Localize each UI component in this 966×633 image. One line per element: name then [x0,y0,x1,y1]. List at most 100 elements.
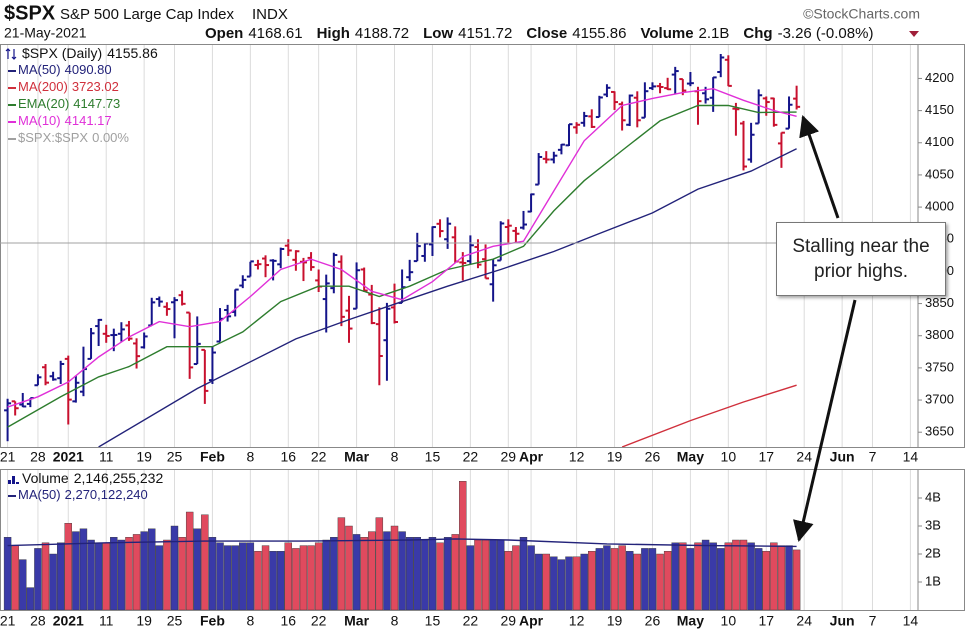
volume-bar [610,548,619,610]
annotation-arrows [793,115,857,543]
stat-value: 4155.86 [572,25,626,42]
volume-bar [633,553,641,610]
legend-title: Volume 2,146,255,232 [22,470,163,486]
volume-bar [542,553,550,610]
y-tick-label: 3750 [925,359,954,374]
x-tick-label: 26 [645,613,661,629]
legend-icon [12,476,15,484]
volume-bar [3,537,12,610]
date: 21-May-2021 [4,25,87,41]
volume-bar [277,551,285,610]
x-tick-label: Apr [519,613,544,629]
volume-bar [163,539,171,610]
legend-value: 4155.86 [107,45,158,61]
volume-bar [717,548,725,610]
volume-bar [11,545,19,610]
x-tick-label: 10 [721,613,737,629]
volume-bar [216,542,224,610]
volume-bar [125,537,133,610]
volume-bar [322,539,330,610]
legend-label: Volume [22,470,69,486]
x-tick-label: 29 [501,613,517,629]
volume-bar [314,542,323,610]
volume-bar [459,481,467,610]
legend-entry: MA(50) 4090.80 [18,62,112,77]
stat-label: Close [526,25,567,42]
y-tick-label: 4B [925,489,941,504]
volume-bar [519,537,528,610]
x-tick-label: 7 [869,449,877,465]
volume-bar [550,556,558,610]
legend-label: MA(10) [18,113,61,128]
volume-bar [762,551,770,610]
volume-bar [330,537,338,610]
volume-bar [102,542,110,610]
x-tick-label: 19 [607,449,623,465]
x-tick-label: Apr [519,449,544,465]
volume-bar [352,534,361,610]
symbol: $SPX [4,2,56,24]
volume-bar [413,537,421,610]
volume-bar [595,548,604,610]
volume-bar [732,539,740,610]
volume-bar [87,539,95,610]
volume-bar [390,525,399,610]
volume-bar [428,537,437,610]
volume-bar [648,548,657,610]
volume-bar [436,542,444,610]
volume-bar [148,528,156,610]
x-tick-label: 16 [281,449,297,465]
legend-label: $SPX (Daily) [22,45,102,61]
y-tick-label: 2B [925,545,941,560]
legend-label: MA(200) [18,79,68,94]
x-tick-label: 12 [569,449,585,465]
plot [0,54,918,447]
x-tick-label: 25 [167,613,183,629]
y-tick-label: 1B [925,573,941,588]
x-tick-label: Mar [344,449,369,465]
volume-bar [337,517,346,610]
y-tick-label: 3850 [925,295,954,310]
down-arrow [909,31,919,37]
volume-bar [223,545,232,610]
volume-bar [170,525,179,610]
volume-bar [534,553,543,610]
x-tick-label: 10 [721,449,737,465]
volume-bar [466,545,475,610]
x-tick-label: May [677,449,704,465]
legend-entry: MA(10) 4141.17 [18,113,112,128]
volume-bar [694,542,702,610]
plot [3,481,801,610]
volume-bar [383,531,391,610]
stat-value: 4188.72 [355,25,409,42]
volume-bar [360,537,368,610]
volume-bar [345,525,353,610]
volume-bar [747,542,755,610]
volume-bar [504,551,513,610]
volume-bar [474,539,482,610]
volume-bar [49,553,57,610]
volume-bar [284,542,292,610]
volume-bar [64,523,72,610]
x-tick-label: 8 [246,449,254,465]
overlay-line [7,87,797,408]
x-tick-label: Mar [344,613,369,629]
stat-label: Volume [640,25,693,42]
volume-bar [231,545,239,610]
legend-title: $SPX (Daily) 4155.86 [22,45,158,61]
stat-label: Low [423,25,453,42]
x-tick-label: 22 [311,449,327,465]
legend-value: 4147.73 [73,96,120,111]
index-name: S&P 500 Large Cap Index [60,6,235,23]
x-tick-label: 28 [30,613,46,629]
stats: Open 4168.61 High 4188.72 Low 4151.72 Close 415… [205,25,873,42]
volume-bar [110,537,118,610]
x-tick-label: 11 [99,613,114,629]
y-tick-label: 3800 [925,327,954,342]
legend-value: 2,146,255,232 [74,470,164,486]
x-tick-label: 22 [463,449,479,465]
x-tick-label: 8 [246,613,254,629]
x-tick-label: 25 [167,449,183,465]
